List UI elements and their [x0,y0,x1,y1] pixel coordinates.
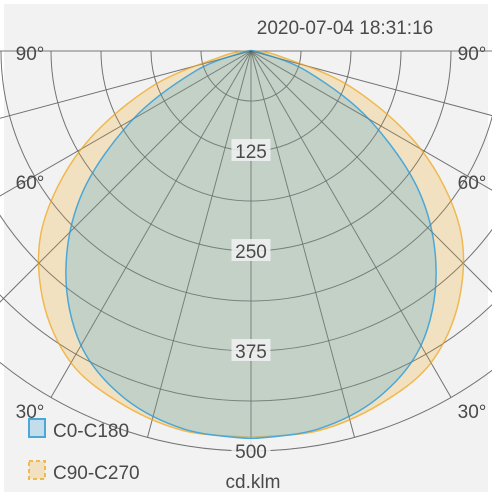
radial-tick-bg [231,239,271,261]
radial-gridline-overlay [250,50,492,293]
angle-label-low-left: 30° [16,402,45,423]
radial-tick-label: 250 [235,242,267,263]
radial-tick-bg [231,339,271,361]
angle-label-low-right: 30° [458,402,487,423]
radial-gridline-overlay [250,50,452,398]
radial-gridline-overlay [147,50,252,438]
unit-label: cd.klm [226,472,281,493]
angle-label-top-left: 90° [16,44,45,65]
angle-label-mid-right: 60° [458,173,487,194]
radial-gridline-overlay [0,50,252,119]
radial-tick-label: 375 [235,342,267,363]
radial-tick-label: 500 [235,442,267,463]
legend-label-c0-c180: C0-C180 [53,421,129,442]
legend-swatch-c0-c180 [28,418,46,438]
legend-swatch-c90-c270 [28,460,46,480]
radial-tick-layer: 125 250 375 500 [231,139,271,463]
ring-gridline-overlay [200,50,302,102]
radial-gridline-overlay [250,50,492,191]
legend-label-c90-c270: C90-C270 [53,463,140,484]
ring-gridline [100,50,402,202]
ring-gridline-overlay [0,294,492,402]
radial-tick-label: 125 [235,142,267,163]
radial-tick-bg [231,439,271,461]
ring-gridline-overlay [100,50,402,202]
ring-gridline [0,50,492,302]
radial-tick-bg [231,139,271,161]
ring-gridline [0,294,492,402]
angle-label-top-right: 90° [458,44,487,65]
ring-gridline [200,50,302,102]
angle-label-mid-left: 60° [16,173,45,194]
ring-gridline-overlay [0,50,492,302]
radial-gridline-overlay [250,50,355,438]
radial-gridline-overlay [0,50,252,197]
radial-gridline-overlay [250,50,492,116]
radial-gridline-overlay [50,50,252,398]
radial-gridline-overlay [0,50,252,303]
timestamp-label: 2020-07-04 18:31:16 [257,18,433,39]
